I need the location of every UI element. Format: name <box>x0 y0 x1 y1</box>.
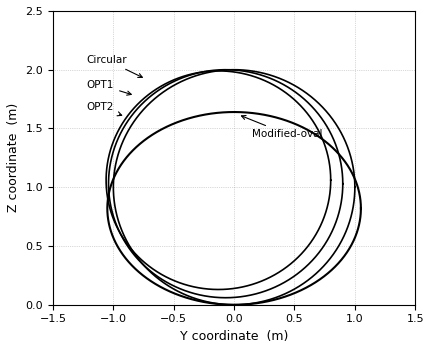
Y-axis label: Z coordinate  (m): Z coordinate (m) <box>7 103 20 212</box>
Text: OPT2: OPT2 <box>86 102 121 116</box>
Text: OPT1: OPT1 <box>86 80 131 95</box>
Text: Modified-oval: Modified-oval <box>241 116 322 139</box>
Text: Circular: Circular <box>86 55 142 77</box>
X-axis label: Y coordinate  (m): Y coordinate (m) <box>179 330 288 343</box>
